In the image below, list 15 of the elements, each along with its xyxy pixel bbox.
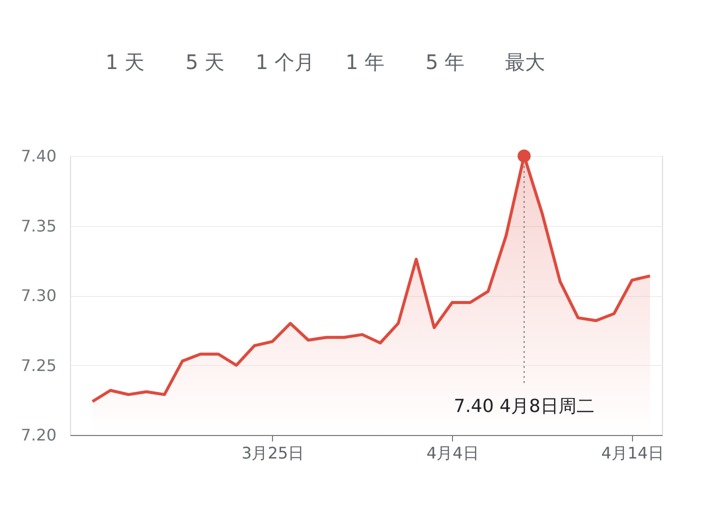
y-tick-label: 7.25 bbox=[20, 356, 56, 375]
text: 1 年 bbox=[345, 50, 385, 74]
text: 5 年 bbox=[425, 50, 465, 74]
text: 1 个月 bbox=[255, 50, 315, 74]
x-tick-label: 3月25日 bbox=[242, 444, 304, 462]
y-tick-label: 7.20 bbox=[20, 426, 56, 444]
annotation: 7.40 4月8日周二 bbox=[454, 396, 594, 417]
y-tick-label: 7.40 bbox=[20, 146, 56, 166]
text: 1 天 bbox=[105, 50, 145, 74]
text: 最大 bbox=[505, 50, 545, 74]
y-tick-label: 7.30 bbox=[20, 286, 56, 305]
x-tick-label: 4月14日 bbox=[601, 444, 664, 462]
x-tick-label: 4月4日 bbox=[426, 444, 479, 462]
text: 5 天 bbox=[185, 50, 225, 74]
y-tick-label: 7.35 bbox=[20, 216, 56, 236]
